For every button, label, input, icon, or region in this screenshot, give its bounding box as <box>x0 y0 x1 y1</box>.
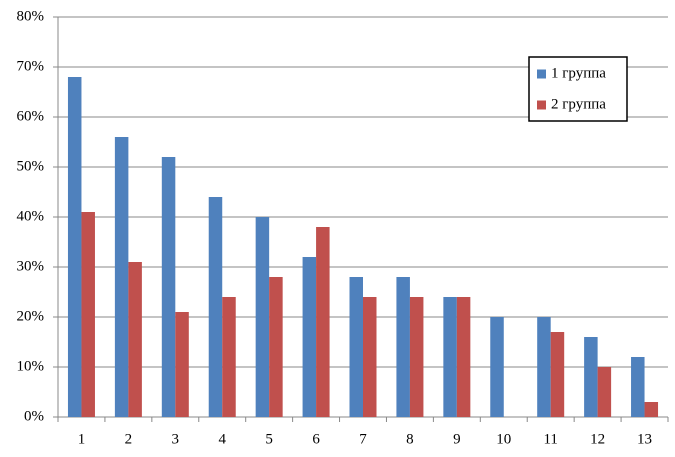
x-tick-label: 8 <box>406 431 414 447</box>
x-tick-label: 10 <box>496 431 511 447</box>
bar <box>175 312 189 417</box>
y-tick-label: 0% <box>24 408 44 424</box>
legend-box <box>528 56 628 122</box>
legend-swatch <box>537 69 546 79</box>
y-tick-label: 10% <box>17 358 45 374</box>
x-tick-label: 9 <box>453 431 461 447</box>
bar <box>597 367 612 417</box>
bar <box>644 402 659 417</box>
x-tick-label: 2 <box>125 431 133 447</box>
legend-label: 2 группа <box>551 96 606 112</box>
bar <box>222 297 236 417</box>
bar <box>537 317 551 417</box>
bar <box>396 277 410 417</box>
bar <box>67 77 82 417</box>
bar <box>161 157 176 417</box>
bar <box>631 357 645 417</box>
x-tick-label: 4 <box>218 431 226 447</box>
bar <box>81 212 95 417</box>
y-tick-label: 80% <box>17 8 45 24</box>
bar <box>584 337 598 417</box>
bar <box>490 317 504 417</box>
bar <box>363 297 377 417</box>
y-tick-label: 70% <box>17 58 45 74</box>
bar <box>349 277 363 417</box>
y-tick-label: 30% <box>17 258 45 274</box>
x-tick-label: 1 <box>78 431 86 447</box>
x-tick-label: 6 <box>312 431 320 447</box>
y-tick-label: 20% <box>17 308 45 324</box>
bar <box>550 332 565 417</box>
y-tick-label: 60% <box>17 108 45 124</box>
bar <box>255 217 270 417</box>
x-tick-label: 5 <box>265 431 273 447</box>
x-tick-label: 7 <box>359 431 367 447</box>
bar <box>443 297 457 417</box>
bar <box>302 257 317 417</box>
legend-label: 1 группа <box>551 65 606 81</box>
x-tick-label: 3 <box>172 431 180 447</box>
x-tick-label: 13 <box>637 431 652 447</box>
bar <box>114 137 129 417</box>
bar <box>316 227 330 417</box>
legend-swatch <box>537 100 546 110</box>
x-tick-label: 12 <box>590 431 605 447</box>
x-tick-label: 11 <box>543 431 557 447</box>
bar <box>128 262 142 417</box>
bar <box>409 297 424 417</box>
y-tick-label: 50% <box>17 158 45 174</box>
bar <box>208 197 223 417</box>
bar <box>269 277 283 417</box>
y-tick-label: 40% <box>17 208 45 224</box>
bar <box>456 297 471 417</box>
